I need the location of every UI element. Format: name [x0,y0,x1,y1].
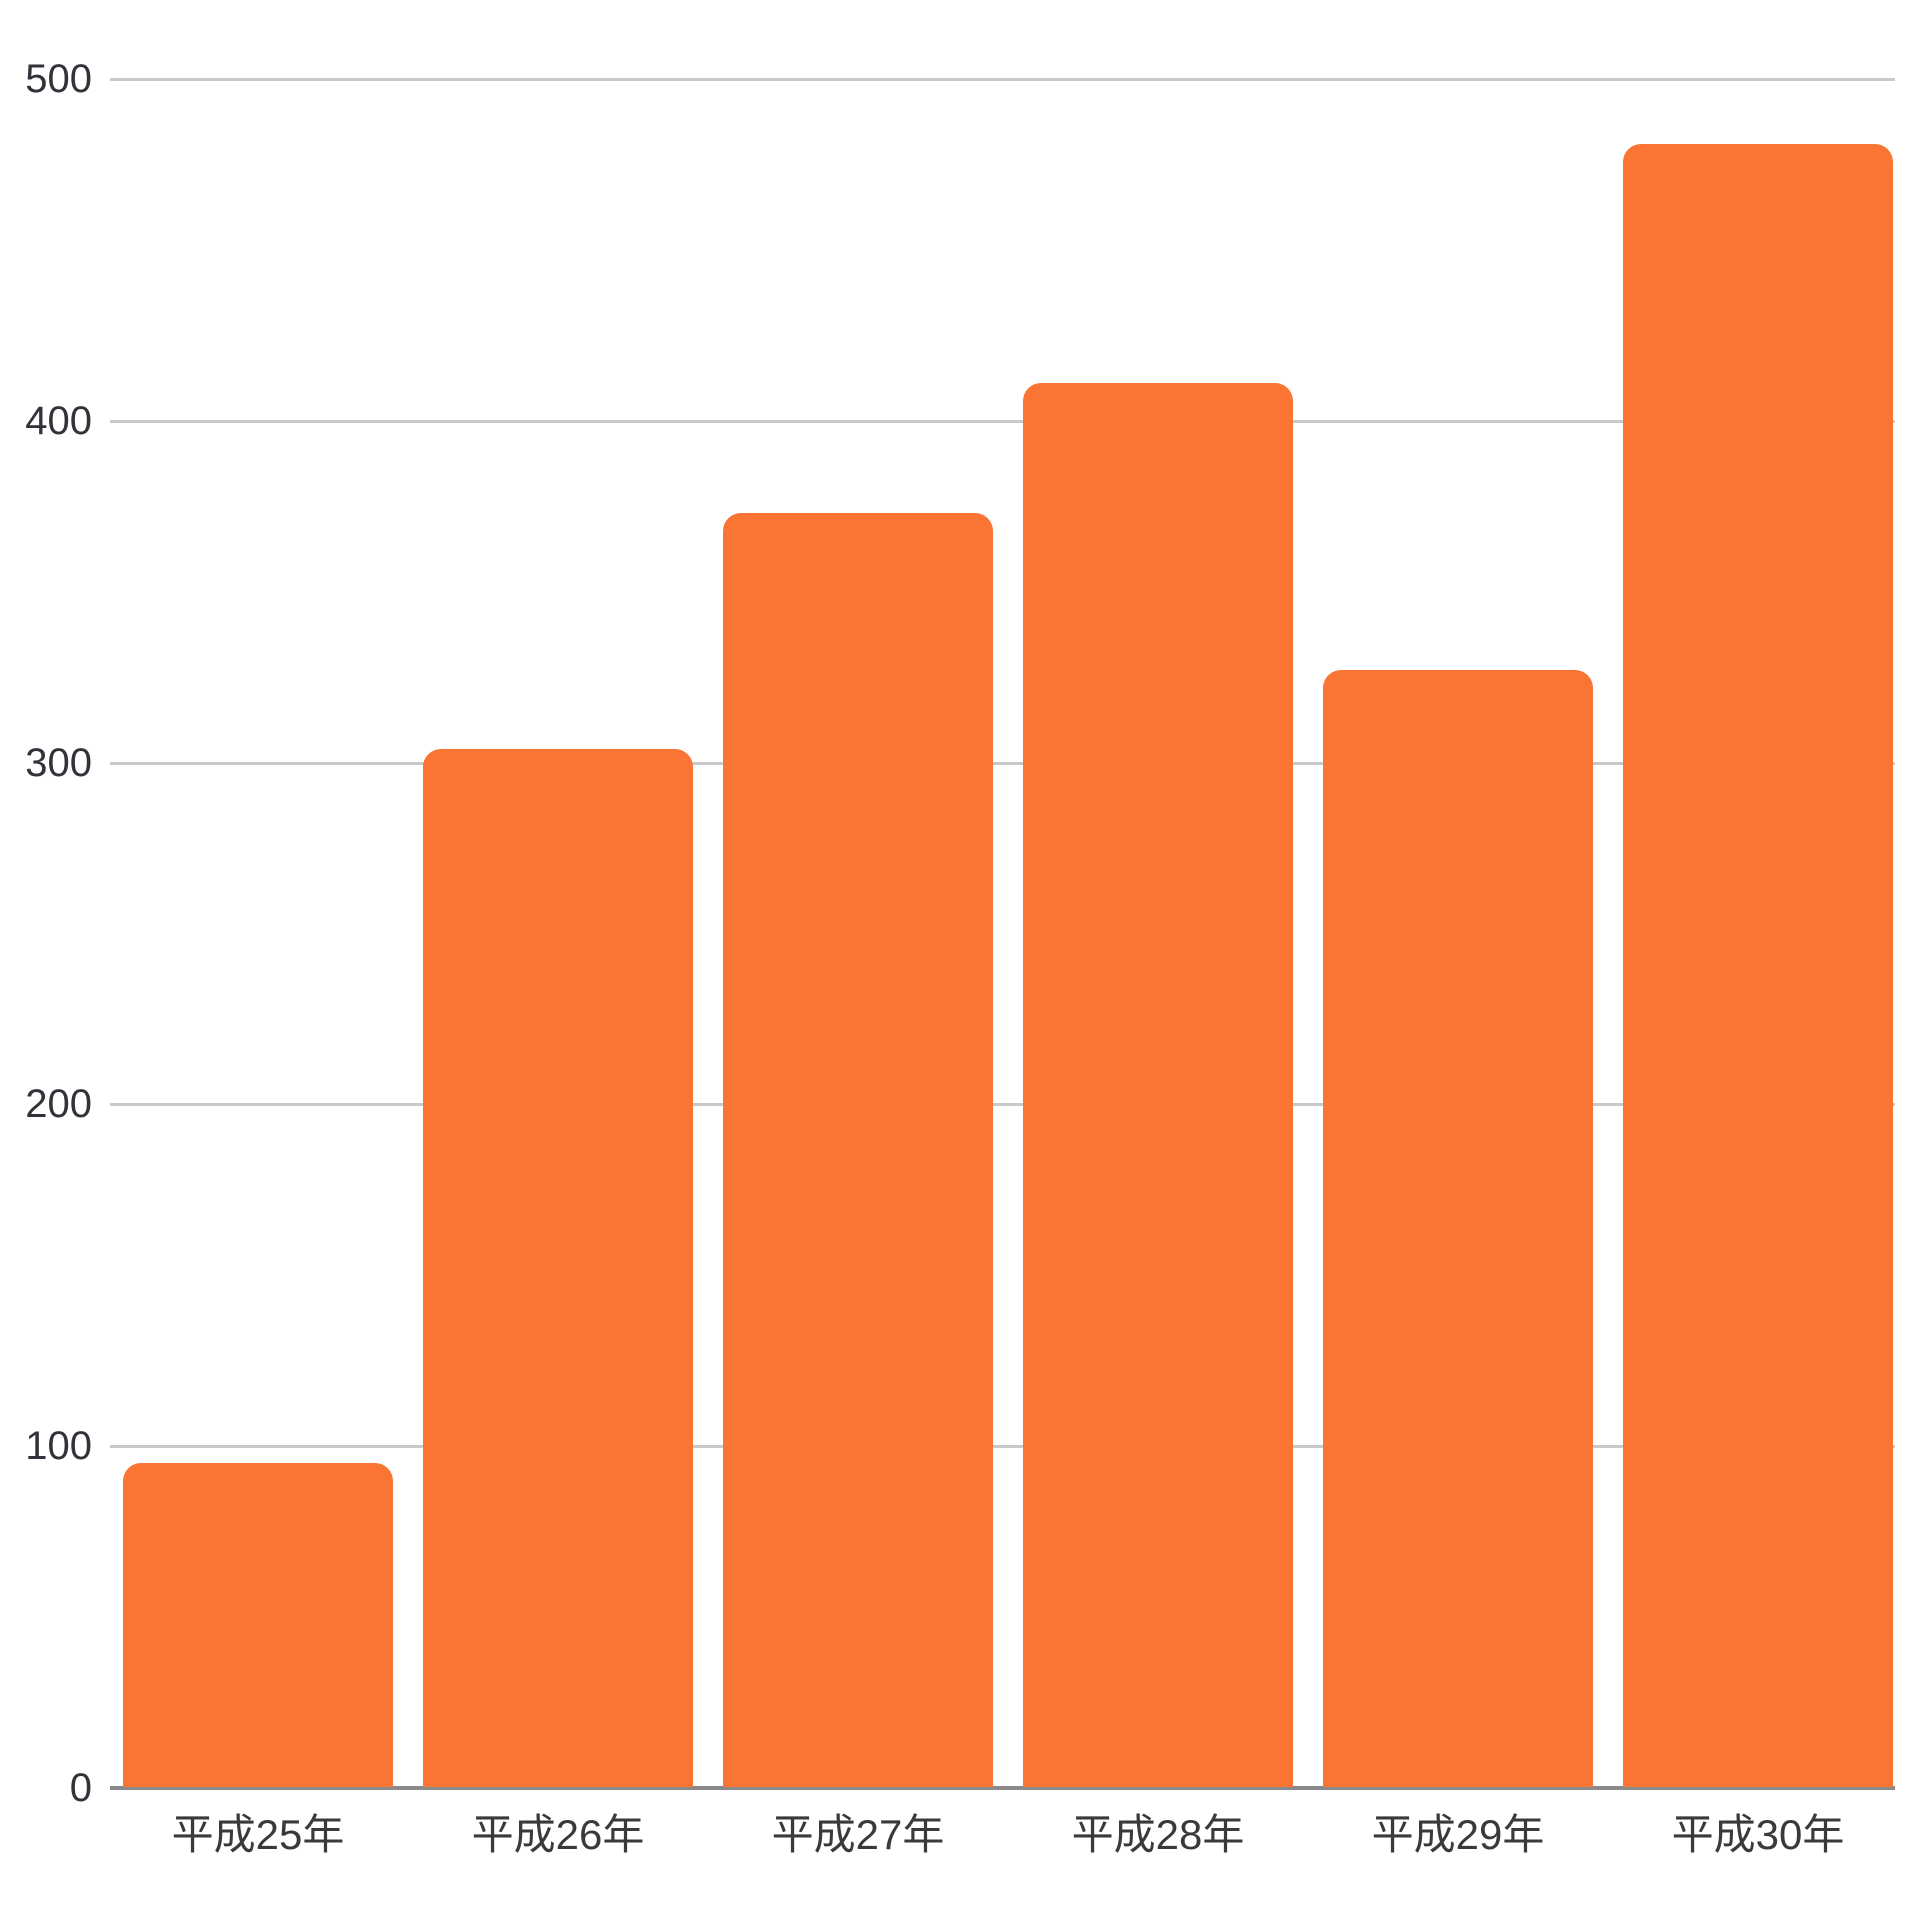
y-axis-tick-label: 400 [25,398,92,443]
y-axis-tick-label: 500 [25,57,92,101]
bar-平成25年 [123,1463,393,1787]
gridline-y-400 [110,419,1895,423]
y-axis-tick-label: 200 [25,1082,92,1127]
gridline-y-100 [110,1445,1895,1449]
x-axis-line [110,1786,1895,1790]
y-axis-tick-label: 0 [69,1766,92,1810]
bar-平成30年 [1623,143,1893,1787]
x-axis-category-label: 平成28年 [1071,1811,1245,1858]
x-axis-category-label: 平成29年 [1371,1811,1545,1858]
x-axis-category-label: 平成30年 [1671,1811,1845,1858]
gridline-y-300 [110,761,1895,765]
bar-平成28年 [1023,383,1293,1787]
y-axis-tick-label: 300 [25,740,92,785]
gridline-y-200 [110,1103,1895,1107]
x-axis-category-label: 平成26年 [471,1811,645,1858]
bar-平成27年 [723,513,993,1787]
gridline-y-500 [110,78,1895,81]
x-axis-category-label: 平成25年 [171,1811,345,1858]
bar-平成26年 [423,748,693,1787]
bar-平成29年 [1323,670,1593,1787]
y-axis-tick-label: 100 [25,1424,92,1469]
x-axis-category-label: 平成27年 [771,1811,945,1858]
